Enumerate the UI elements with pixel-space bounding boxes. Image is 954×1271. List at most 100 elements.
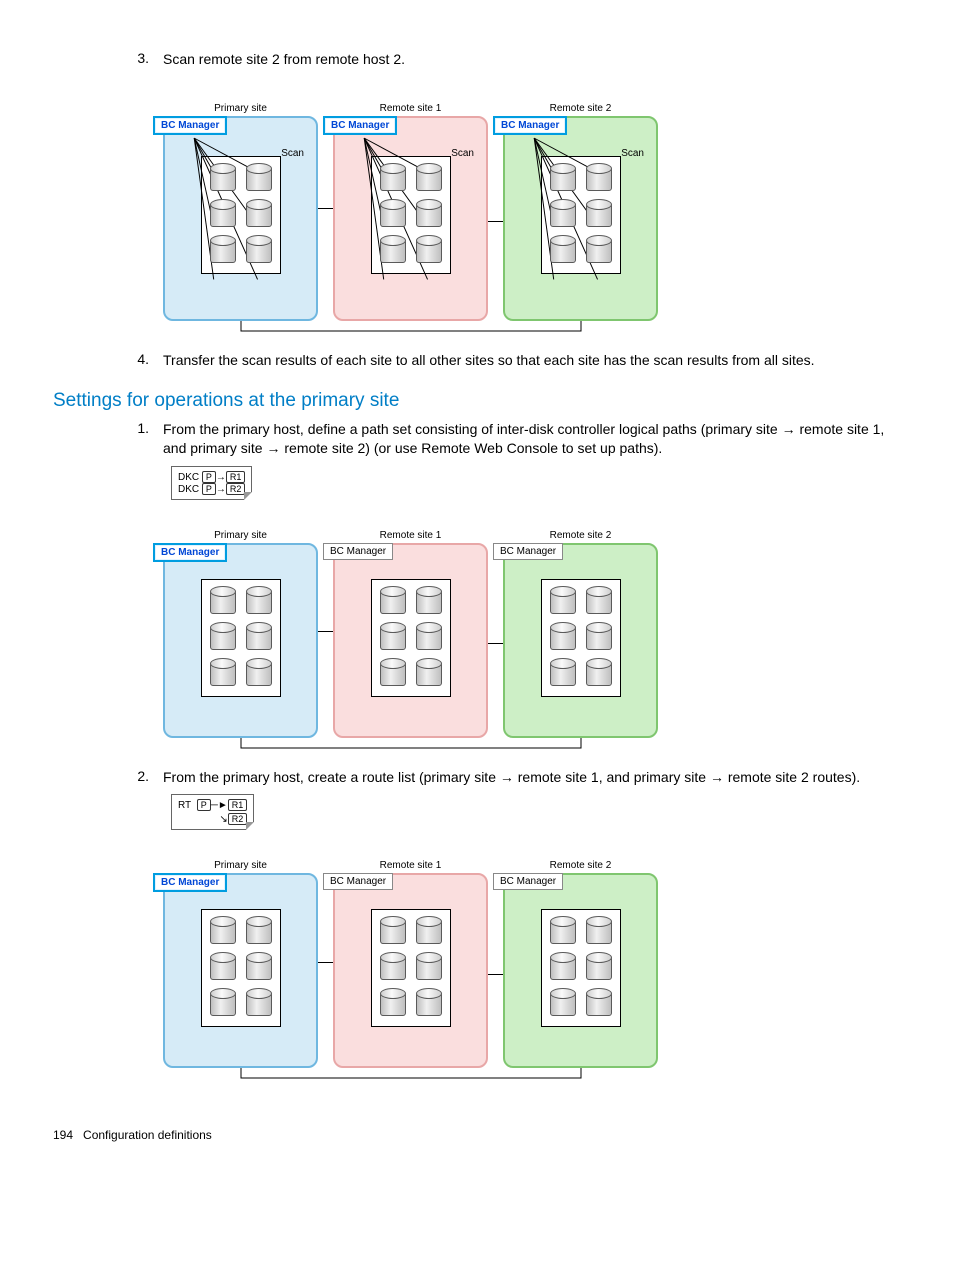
disk-icon: [414, 199, 444, 229]
connector-line: [488, 974, 503, 975]
disk-icon: [414, 235, 444, 265]
disk-icon: [208, 658, 238, 688]
disk-icon: [584, 163, 614, 193]
remote1-site-box: BC Manager: [333, 873, 488, 1068]
storage-array: [541, 909, 621, 1027]
disk-icon: [244, 163, 274, 193]
disk-icon: [208, 163, 238, 193]
scan-label: Scan: [281, 148, 304, 159]
diagram-routelist: RT P─►R1 ↘R2 Primary site BC Manager Rem…: [163, 794, 901, 1086]
storage-array: [201, 909, 281, 1027]
footer-title: Configuration definitions: [83, 1128, 212, 1142]
diagram-pathset: DKC P→R1 DKC P→R2 Primary site BC Manage…: [163, 466, 901, 756]
legend-r2-icon: R2: [226, 483, 246, 495]
disk-icon: [548, 988, 578, 1018]
arrow-icon: ─►: [211, 800, 228, 811]
disk-icon: [378, 199, 408, 229]
disk-icon: [378, 952, 408, 982]
page-number: 194: [53, 1128, 73, 1142]
disk-icon: [548, 622, 578, 652]
remote2-site-label: Remote site 2: [503, 860, 658, 871]
bc-manager-badge-remote2: BC Manager: [493, 116, 567, 135]
storage-array: [201, 156, 281, 274]
disk-icon: [244, 622, 274, 652]
disk-icon: [378, 916, 408, 946]
scan-label: Scan: [451, 148, 474, 159]
connector-line-icon: [163, 319, 663, 339]
storage-array: [541, 579, 621, 697]
disk-icon: [414, 586, 444, 616]
primary-site-box: BC Manager Scan: [163, 116, 318, 321]
disk-icon: [414, 658, 444, 688]
primary-site-label: Primary site: [163, 103, 318, 114]
remote2-site-label: Remote site 2: [503, 530, 658, 541]
scan-label: Scan: [621, 148, 644, 159]
disk-icon: [584, 916, 614, 946]
list-item-4: 4. Transfer the scan results of each sit…: [125, 351, 901, 370]
disk-icon: [208, 916, 238, 946]
disk-icon: [548, 658, 578, 688]
primary-site-label: Primary site: [163, 860, 318, 871]
section-heading-settings: Settings for operations at the primary s…: [53, 390, 901, 412]
legend-r1-icon: R1: [226, 471, 246, 483]
list-number: 2.: [125, 768, 163, 787]
list-text: Scan remote site 2 from remote host 2.: [163, 50, 901, 69]
storage-array: [371, 156, 451, 274]
disk-icon: [244, 988, 274, 1018]
disk-icon: [378, 163, 408, 193]
connector-line: [318, 631, 333, 632]
legend-text: DKC: [178, 472, 199, 483]
disk-icon: [244, 586, 274, 616]
legend-text: DKC: [178, 484, 199, 495]
disk-icon: [584, 199, 614, 229]
remote1-site-label: Remote site 1: [333, 530, 488, 541]
disk-icon: [548, 235, 578, 265]
arrow-icon: ↘: [219, 814, 227, 825]
disk-icon: [208, 952, 238, 982]
connector-line-icon: [163, 736, 663, 756]
primary-site-box: BC Manager: [163, 873, 318, 1068]
disk-icon: [378, 988, 408, 1018]
remote1-site-box: BC Manager: [333, 543, 488, 738]
list-number: 4.: [125, 351, 163, 370]
disk-icon: [378, 658, 408, 688]
bc-manager-badge-remote1: BC Manager: [323, 116, 397, 135]
disk-icon: [208, 199, 238, 229]
disk-icon: [584, 235, 614, 265]
connector-line-icon: [163, 1066, 663, 1086]
diagram-scan-sites: Primary site BC Manager Scan: [163, 77, 901, 339]
disk-icon: [208, 235, 238, 265]
list-text: From the primary host, define a path set…: [163, 420, 901, 458]
legend-r2-icon: R2: [228, 813, 248, 825]
list-number: 1.: [125, 420, 163, 458]
bc-manager-badge-remote1: BC Manager: [323, 873, 393, 890]
primary-site-box: BC Manager: [163, 543, 318, 738]
disk-icon: [244, 658, 274, 688]
disk-icon: [244, 916, 274, 946]
remote1-site-label: Remote site 1: [333, 103, 488, 114]
disk-icon: [548, 586, 578, 616]
legend-r1-icon: R1: [228, 799, 248, 811]
arrow-icon: →: [216, 484, 226, 495]
disk-icon: [378, 235, 408, 265]
legend-p-icon: P: [197, 799, 211, 811]
list-item-3: 3. Scan remote site 2 from remote host 2…: [125, 50, 901, 69]
arrow-icon: →: [216, 472, 226, 483]
list-number: 3.: [125, 50, 163, 69]
remote2-site-box: BC Manager: [503, 543, 658, 738]
disk-icon: [548, 199, 578, 229]
legend-text: RT: [178, 800, 191, 811]
remote2-site-label: Remote site 2: [503, 103, 658, 114]
connector-line: [318, 208, 333, 209]
connector-line: [488, 643, 503, 644]
disk-icon: [584, 988, 614, 1018]
remote1-site-label: Remote site 1: [333, 860, 488, 871]
bc-manager-badge-remote2: BC Manager: [493, 543, 563, 560]
disk-icon: [584, 658, 614, 688]
legend-p-icon: P: [202, 483, 216, 495]
storage-array: [371, 909, 451, 1027]
storage-array: [541, 156, 621, 274]
primary-site-label: Primary site: [163, 530, 318, 541]
disk-icon: [414, 916, 444, 946]
disk-icon: [584, 622, 614, 652]
